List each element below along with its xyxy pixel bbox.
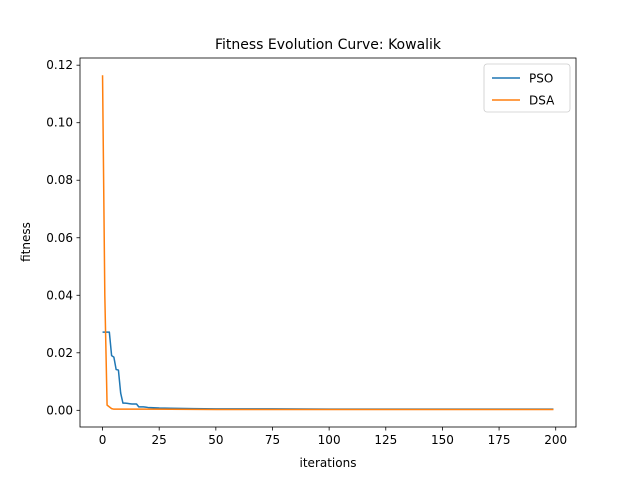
legend-label-pso: PSO bbox=[529, 72, 553, 86]
y-tick-label: 0.04 bbox=[46, 288, 73, 302]
legend-box bbox=[483, 63, 571, 113]
y-axis-label: fitness bbox=[19, 222, 33, 262]
y-tick-label: 0.06 bbox=[46, 231, 73, 245]
x-axis-label: iterations bbox=[300, 456, 357, 470]
legend-label-dsa: DSA bbox=[529, 94, 555, 108]
series-line-dsa bbox=[101, 75, 554, 411]
x-tick-label: 100 bbox=[318, 433, 341, 447]
axes-frame bbox=[79, 57, 577, 428]
x-tick-label: 200 bbox=[544, 433, 567, 447]
plot-area: 0 25 50 75 100 125 150 175 200 0.00 0.02 0.04 0.06 0.… bbox=[46, 57, 577, 447]
y-tick-label: 0.02 bbox=[46, 346, 73, 360]
x-tick-label: 125 bbox=[374, 433, 397, 447]
x-tick-label: 25 bbox=[152, 433, 167, 447]
x-tick-label: 150 bbox=[431, 433, 454, 447]
x-tick-label: 75 bbox=[265, 433, 280, 447]
y-tick-label: 0.10 bbox=[46, 116, 73, 130]
chart-title: Fitness Evolution Curve: Kowalik bbox=[215, 37, 442, 53]
y-tick-label: 0.00 bbox=[46, 403, 73, 417]
y-tick-label: 0.12 bbox=[46, 58, 73, 72]
x-tick-label: 0 bbox=[99, 433, 107, 447]
y-tick-label: 0.08 bbox=[46, 173, 73, 187]
x-tick-label: 175 bbox=[488, 433, 511, 447]
x-tick-label: 50 bbox=[208, 433, 223, 447]
